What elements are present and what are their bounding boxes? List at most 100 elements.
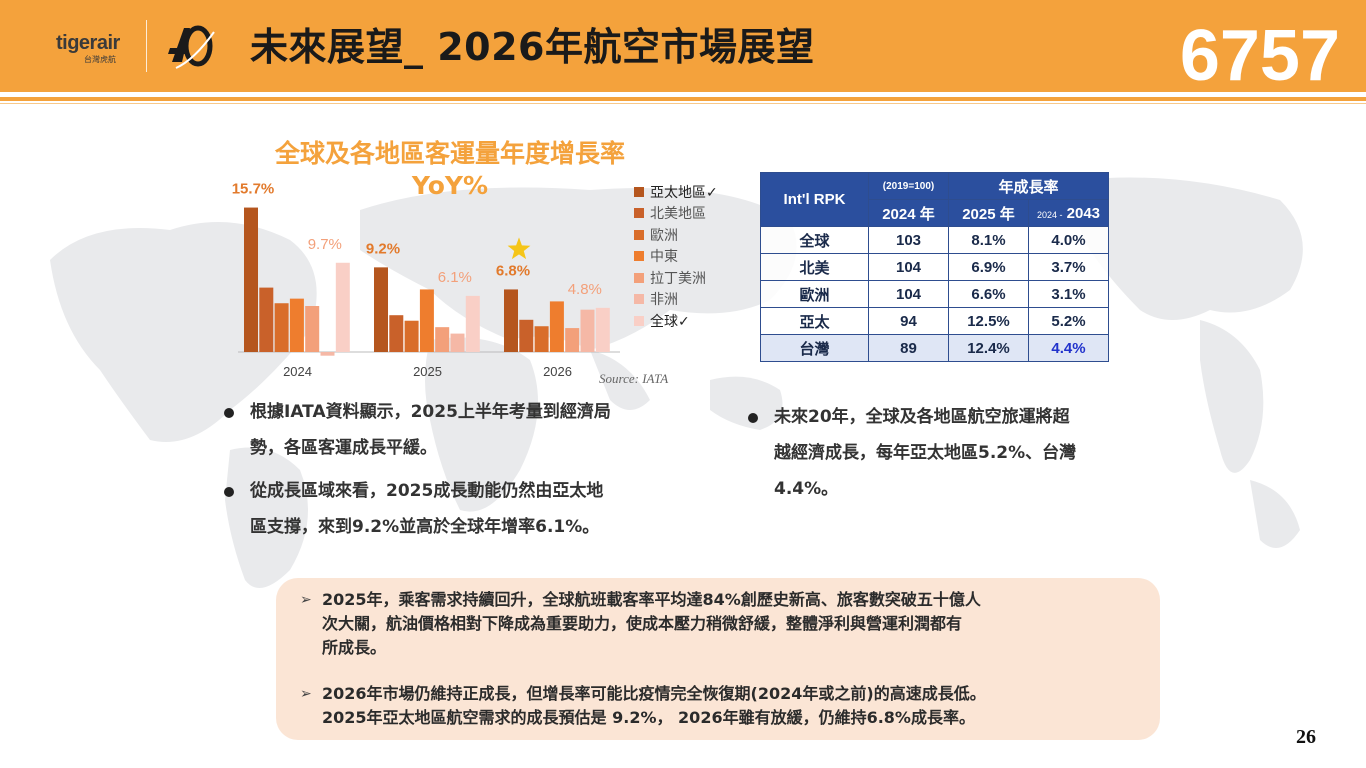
data-label: 6.8% [496, 262, 530, 279]
chart-legend: 亞太地區✓ 北美地區歐洲中東拉丁美洲非洲全球✓ [634, 181, 718, 332]
table-cell-region: 北美 [760, 253, 869, 281]
table-header-2024: 2024 年 [868, 199, 949, 227]
page-title: 未來展望_ 2026年航空市場展望 [250, 25, 815, 69]
bar-2024-3 [289, 298, 304, 352]
bar-2026-5 [580, 309, 595, 352]
table-row: 北美 104 6.9% 3.7% [760, 253, 1109, 281]
data-label: 4.8% [568, 281, 602, 298]
bullet-line: 根據IATA資料顯示，2025上半年考量到經濟局 [250, 402, 611, 422]
legend-item: 亞太地區✓ [634, 181, 718, 203]
stock-code: 6757 [1179, 16, 1340, 96]
legend-label: 拉丁美洲 [650, 270, 706, 287]
bar-2024-5 [320, 352, 335, 356]
chart-source: Source: IATA [599, 371, 669, 386]
legend-item: 全球✓ [634, 310, 718, 332]
legend-label: 歐洲 [650, 227, 678, 244]
legend-swatch [634, 272, 644, 283]
company-logo: tigerair 台灣虎航 [44, 14, 224, 76]
table-header-range-end: 2043 [1066, 204, 1101, 222]
x-tick-label: 2025 [413, 364, 442, 379]
x-tick-label: 2026 [543, 364, 572, 379]
data-label: 9.7% [308, 236, 342, 253]
table-header-rpk: Int'l RPK [760, 172, 869, 227]
bar-2026-1 [519, 319, 534, 352]
legend-item: 北美地區 [634, 203, 718, 225]
table-header-2025: 2025 年 [948, 199, 1029, 227]
legend-item: 中東 [634, 246, 718, 268]
legend-item: 拉丁美洲 [634, 267, 718, 289]
legend-item: 非洲 [634, 289, 718, 311]
logo-subtext: 台灣虎航 [84, 55, 116, 64]
table-cell-growth-2025: 12.5% [948, 307, 1029, 335]
legend-label: 全球✓ [650, 313, 690, 330]
bullet-line: 越經濟成長，每年亞太地區5.2%、台灣 [774, 443, 1077, 463]
bar-2025-3 [419, 289, 434, 352]
table-cell-growth-2025: 8.1% [948, 226, 1029, 254]
table-cell-growth-2043: 4.4% [1028, 334, 1109, 362]
bar-2024-1 [259, 287, 274, 352]
table-cell-growth-2043: 4.0% [1028, 226, 1109, 254]
bar-2025-1 [389, 315, 404, 352]
bar-2025-2 [404, 320, 419, 352]
note-line: 所成長。 [322, 638, 387, 657]
table-cell-growth-2025: 6.6% [948, 280, 1029, 308]
header-underline [0, 97, 1366, 101]
legend-swatch [634, 186, 644, 197]
table-cell-index: 103 [868, 226, 949, 254]
bar-2025-4 [435, 327, 450, 352]
header-bar: tigerair 台灣虎航 未來展望_ 2026年航空市場展望 6757 [0, 0, 1366, 92]
bar-2024-4 [305, 306, 320, 352]
data-label: 6.1% [438, 269, 472, 286]
table-cell-index: 104 [868, 280, 949, 308]
table-cell-index: 89 [868, 334, 949, 362]
table-header-range: 2024 - 2043 [1028, 199, 1109, 227]
intl-rpk-table: Int'l RPK (2019=100) 年成長率 2024 年 2025 年 … [760, 172, 1109, 362]
table-cell-growth-2025: 6.9% [948, 253, 1029, 281]
summary-box [276, 578, 1160, 740]
legend-label: 非洲 [650, 292, 678, 309]
note-line: 2026年市場仍維持正成長，但增長率可能比疫情完全恢復期(2024年或之前)的高… [322, 684, 986, 703]
table-cell-region: 歐洲 [760, 280, 869, 308]
note-line: 2025年亞太地區航空需求的成長預估是 9.2%， 2026年雖有放緩，仍維持6… [322, 708, 975, 727]
table-row-taiwan: 台灣 89 12.4% 4.4% [760, 334, 1109, 362]
bullet-growth-region: 從成長區域來看，2025成長動能仍然由亞太地 區支撐，來到9.2%並高於全球年增… [224, 473, 704, 545]
bullet-line: 未來20年，全球及各地區航空旅運將超 [774, 407, 1070, 427]
bar-2026-6 [595, 307, 610, 352]
legend-swatch [634, 251, 644, 262]
table-cell-region: 亞太 [760, 307, 869, 335]
legend-label: 中東 [650, 249, 678, 266]
bullet-line: 區支撐，來到9.2%並高於全球年增率6.1%。 [250, 517, 600, 537]
bar-2025-0 [374, 267, 388, 352]
legend-swatch [634, 208, 644, 219]
bar-2024-2 [274, 303, 289, 352]
note-line: 2025年，乘客需求持續回升，全球航班載客率平均達84%創歷史新高、旅客數突破五… [322, 590, 981, 609]
header-underline-thin [0, 103, 1366, 104]
table-cell-index: 104 [868, 253, 949, 281]
bullet-line: 4.4%。 [774, 479, 839, 499]
table-cell-growth-2043: 3.7% [1028, 253, 1109, 281]
bar-2026-3 [549, 301, 564, 352]
data-label: 15.7% [232, 181, 275, 198]
summary-note-2026: ➢ 2026年市場仍維持正成長，但增長率可能比疫情完全恢復期(2024年或之前)… [300, 682, 1150, 730]
legend-label: 亞太地區✓ [650, 184, 718, 201]
legend-swatch [634, 294, 644, 305]
star-icon [507, 237, 531, 260]
arrow-icon: ➢ [300, 592, 312, 608]
table-cell-growth-2025: 12.4% [948, 334, 1029, 362]
legend-swatch [634, 229, 644, 240]
table-cell-growth-2043: 3.1% [1028, 280, 1109, 308]
summary-note-2025: ➢ 2025年，乘客需求持續回升，全球航班載客率平均達84%創歷史新高、旅客數突… [300, 588, 1150, 660]
table-row: 全球 103 8.1% 4.0% [760, 226, 1109, 254]
legend-swatch [634, 315, 644, 326]
bar-2026-0 [504, 289, 518, 352]
bar-2026-4 [565, 328, 580, 352]
bullet-future-20-years: 未來20年，全球及各地區航空旅運將超 越經濟成長，每年亞太地區5.2%、台灣 4… [748, 399, 1168, 507]
anniversary-10-icon [168, 25, 215, 69]
bullet-line: 從成長區域來看，2025成長動能仍然由亞太地 [250, 481, 604, 501]
note-line: 次大關，航油價格相對下降成為重要助力，使成本壓力稍微舒緩，整體淨利與營運利潤都有 [322, 614, 963, 633]
table-row: 亞太 94 12.5% 5.2% [760, 307, 1109, 335]
table-cell-region: 全球 [760, 226, 869, 254]
logo-divider [146, 20, 147, 72]
legend-label: 北美地區 [650, 206, 706, 223]
bar-2026-2 [534, 326, 549, 352]
